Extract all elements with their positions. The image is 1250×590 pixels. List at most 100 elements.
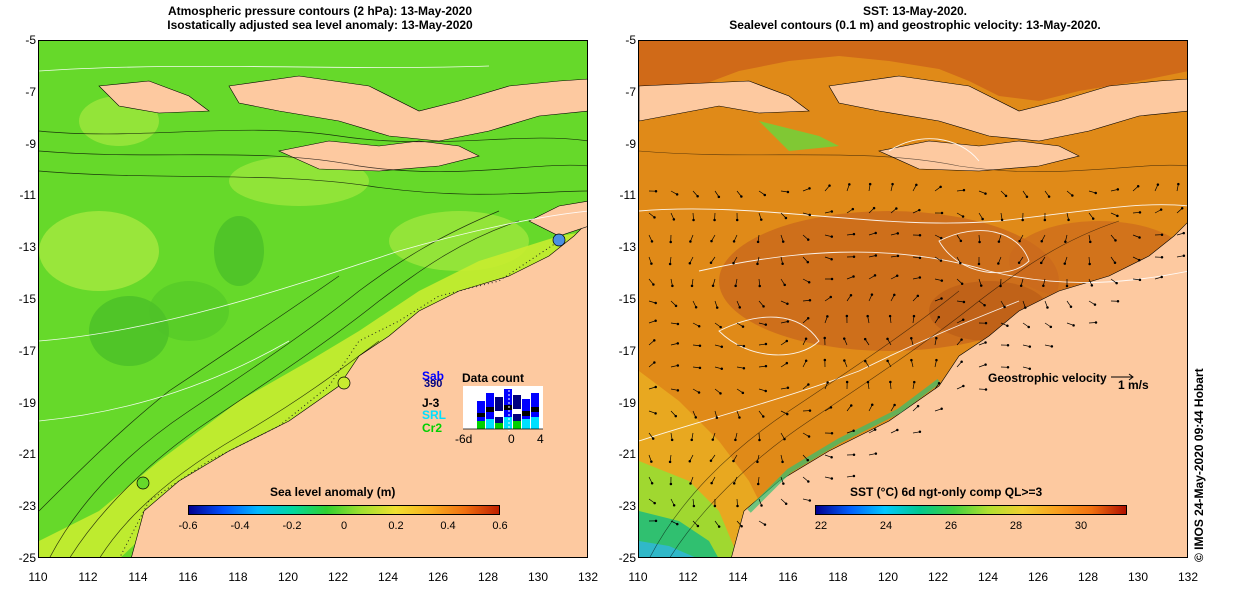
velocity-arrow-head (756, 482, 760, 486)
velocity-arrow-head (781, 262, 784, 266)
velocity-arrow-head (1043, 218, 1047, 222)
velocity-arrow-head (826, 315, 829, 318)
velocity-arrow-head (690, 438, 693, 442)
velocity-arrow-head (740, 195, 743, 198)
velocity-arrow-head (669, 240, 672, 244)
sla-map[interactable] (38, 40, 588, 558)
velocity-arrow-head (1040, 239, 1044, 243)
velocity-arrow-head (1138, 258, 1141, 262)
velocity-arrow-head (1027, 325, 1030, 329)
velocity-arrow-head (741, 391, 745, 395)
velocity-arrow-head (829, 406, 833, 409)
lat-tick-label: -5 (625, 33, 636, 47)
colorbar-tick-label: -0.4 (230, 520, 250, 532)
velocity-arrow-head (1025, 195, 1029, 199)
velocity-arrow-head (756, 460, 759, 464)
velocity-arrow-head (1088, 262, 1091, 266)
velocity-arrow-head (720, 345, 724, 348)
velocity-arrow-head (650, 240, 654, 243)
velocity-arrow-head (888, 314, 892, 318)
velocity-arrow-head (863, 337, 867, 341)
velocity-arrow-head (1021, 218, 1024, 222)
lon-tick-label: 116 (178, 570, 198, 584)
velocity-arrow-head (782, 482, 785, 485)
velocity-arrow-head (940, 279, 944, 282)
velocity-arrow-head (852, 275, 855, 278)
velocity-arrow-head (918, 256, 922, 260)
velocity-arrow-head (823, 358, 827, 362)
velocity-arrow-head (651, 437, 655, 440)
lat-tick-label: -19 (618, 395, 636, 410)
velocity-arrow-head (830, 277, 834, 281)
velocity-arrow-head (758, 284, 761, 288)
velocity-arrow-head (1160, 256, 1164, 259)
velocity-arrow-head (918, 208, 921, 212)
imos-credit: © IMOS 24-May-2020 09:44 Hobart (1192, 368, 1206, 562)
velocity-arrow-head (940, 407, 943, 411)
velocity-arrow-head (713, 504, 717, 508)
velocity-arrow-head (709, 459, 713, 462)
velocity-arrow-head (910, 336, 913, 340)
velocity-arrow-head (1090, 284, 1094, 287)
velocity-arrow-head (808, 213, 812, 217)
velocity-arrow-head (935, 358, 938, 362)
velocity-arrow-head (806, 238, 810, 241)
velocity-arrow-head (830, 477, 834, 480)
velocity-arrow-head (1182, 231, 1185, 235)
velocity-arrow-head (689, 482, 692, 485)
velocity-arrow-head (940, 211, 944, 215)
velocity-arrow-head (940, 297, 943, 300)
velocity-arrow-head (893, 293, 896, 297)
velocity-arrow-head (654, 189, 658, 193)
velocity-arrow-head (850, 404, 853, 407)
velocity-arrow-head (915, 183, 918, 187)
velocity-arrow-head (710, 239, 713, 243)
velocity-arrow-head (808, 298, 812, 302)
velocity-arrow-head (807, 435, 811, 438)
velocity-arrow-head (717, 195, 721, 199)
velocity-arrow-head (668, 460, 672, 464)
velocity-arrow-head (1160, 233, 1164, 236)
lat-tick-label: -13 (618, 240, 636, 255)
velocity-arrow-head (999, 284, 1002, 288)
velocity-arrow-head (1116, 188, 1120, 191)
velocity-arrow-head (1091, 217, 1095, 220)
velocity-arrow-head (916, 404, 920, 408)
velocity-arrow-head (688, 459, 692, 463)
velocity-arrow-head (1069, 305, 1073, 309)
velocity-arrow-head (760, 218, 763, 221)
velocity-arrow-head (672, 218, 676, 221)
velocity-arrow-head (893, 403, 896, 407)
lon-tick-label: 114 (128, 570, 148, 584)
velocity-arrow-head (676, 322, 680, 326)
velocity-arrow-head (671, 284, 674, 288)
velocity-arrow-head (720, 367, 724, 371)
velocity-arrow-head (896, 232, 900, 235)
velocity-arrow-head (873, 428, 877, 431)
velocity-arrow-head (1049, 325, 1053, 329)
data-count-tick-minus6: -6d (455, 432, 473, 446)
sat-sab-label: Sab (422, 369, 445, 383)
lat-tick-label: -15 (618, 292, 636, 306)
lon-tick-label: 122 (327, 570, 349, 584)
sst-map[interactable] (638, 40, 1188, 558)
velocity-arrow-head (1064, 240, 1067, 244)
velocity-arrow-head (1000, 218, 1004, 222)
velocity-arrow-head (1006, 343, 1010, 347)
velocity-arrow-head (939, 185, 942, 189)
velocity-arrow-head (781, 460, 784, 464)
velocity-arrow-head (895, 207, 898, 210)
velocity-arrow-head (654, 412, 657, 415)
velocity-arrow-head (1177, 182, 1180, 186)
colorbar-tick-label: 0.6 (492, 520, 508, 532)
velocity-arrow-head (962, 384, 965, 388)
lat-tick-label: -15 (18, 292, 36, 306)
velocity-arrow-head (852, 232, 856, 236)
velocity-arrow-head (918, 430, 922, 434)
velocity-arrow-head (1138, 211, 1142, 214)
colorbar-tick-label: 0 (340, 520, 348, 532)
velocity-arrow-head (896, 254, 900, 258)
velocity-arrow-head (762, 415, 765, 418)
velocity-arrow-head (939, 259, 943, 262)
colorbar-tick-label: -0.2 (282, 520, 302, 532)
